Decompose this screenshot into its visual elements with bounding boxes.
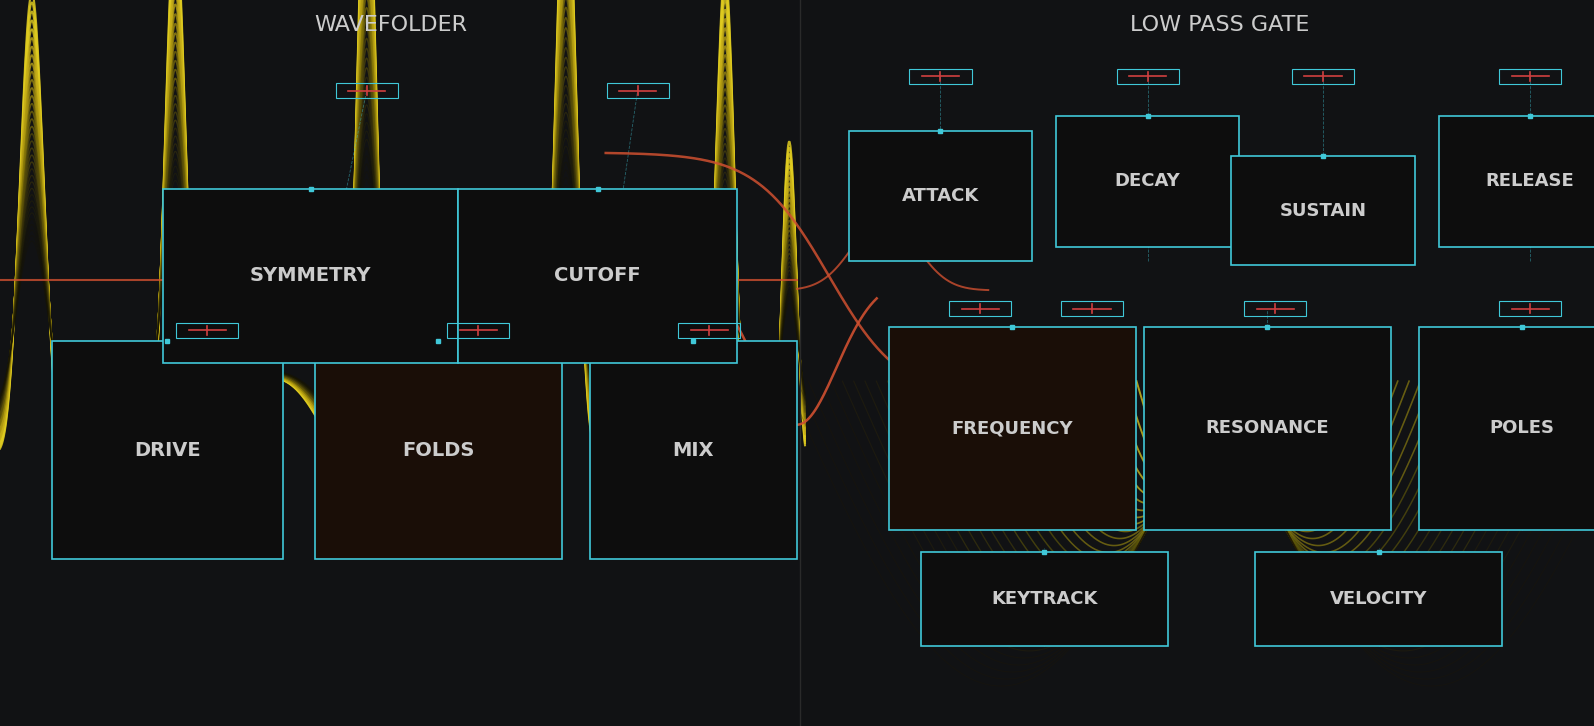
Text: SYMMETRY: SYMMETRY: [250, 266, 371, 285]
Bar: [1498, 69, 1561, 83]
Bar: [848, 131, 1033, 261]
Bar: [909, 69, 972, 83]
Bar: [889, 327, 1135, 530]
Text: FREQUENCY: FREQUENCY: [952, 420, 1073, 437]
Bar: [53, 341, 284, 559]
Text: RELEASE: RELEASE: [1486, 173, 1575, 190]
Bar: [1116, 69, 1178, 83]
Text: MIX: MIX: [673, 441, 714, 460]
Bar: [1254, 552, 1502, 646]
Text: LOW PASS GATE: LOW PASS GATE: [1130, 15, 1309, 36]
Bar: [314, 341, 561, 559]
Bar: [1062, 301, 1124, 316]
Text: RESONANCE: RESONANCE: [1205, 420, 1329, 437]
Bar: [1245, 301, 1307, 316]
Text: WAVEFOLDER: WAVEFOLDER: [314, 15, 467, 36]
Text: SUSTAIN: SUSTAIN: [1280, 202, 1366, 219]
Bar: [590, 341, 797, 559]
Text: FOLDS: FOLDS: [402, 441, 475, 460]
Text: VELOCITY: VELOCITY: [1329, 590, 1428, 608]
Bar: [1291, 69, 1355, 83]
Bar: [950, 301, 1012, 316]
Bar: [1231, 156, 1415, 265]
Bar: [1498, 301, 1561, 316]
Bar: [1419, 327, 1594, 530]
Bar: [1055, 116, 1239, 247]
Bar: [335, 83, 398, 98]
Text: POLES: POLES: [1490, 420, 1554, 437]
Bar: [1438, 116, 1594, 247]
Text: KEYTRACK: KEYTRACK: [991, 590, 1097, 608]
Bar: [177, 323, 239, 338]
Bar: [164, 189, 459, 363]
Text: DRIVE: DRIVE: [134, 441, 201, 460]
Bar: [1143, 327, 1390, 530]
Bar: [446, 323, 508, 338]
Text: CUTOFF: CUTOFF: [555, 266, 641, 285]
Bar: [920, 552, 1167, 646]
Text: ATTACK: ATTACK: [902, 187, 979, 205]
Text: DECAY: DECAY: [1114, 173, 1181, 190]
Bar: [459, 189, 736, 363]
Bar: [606, 83, 669, 98]
Bar: [677, 323, 740, 338]
